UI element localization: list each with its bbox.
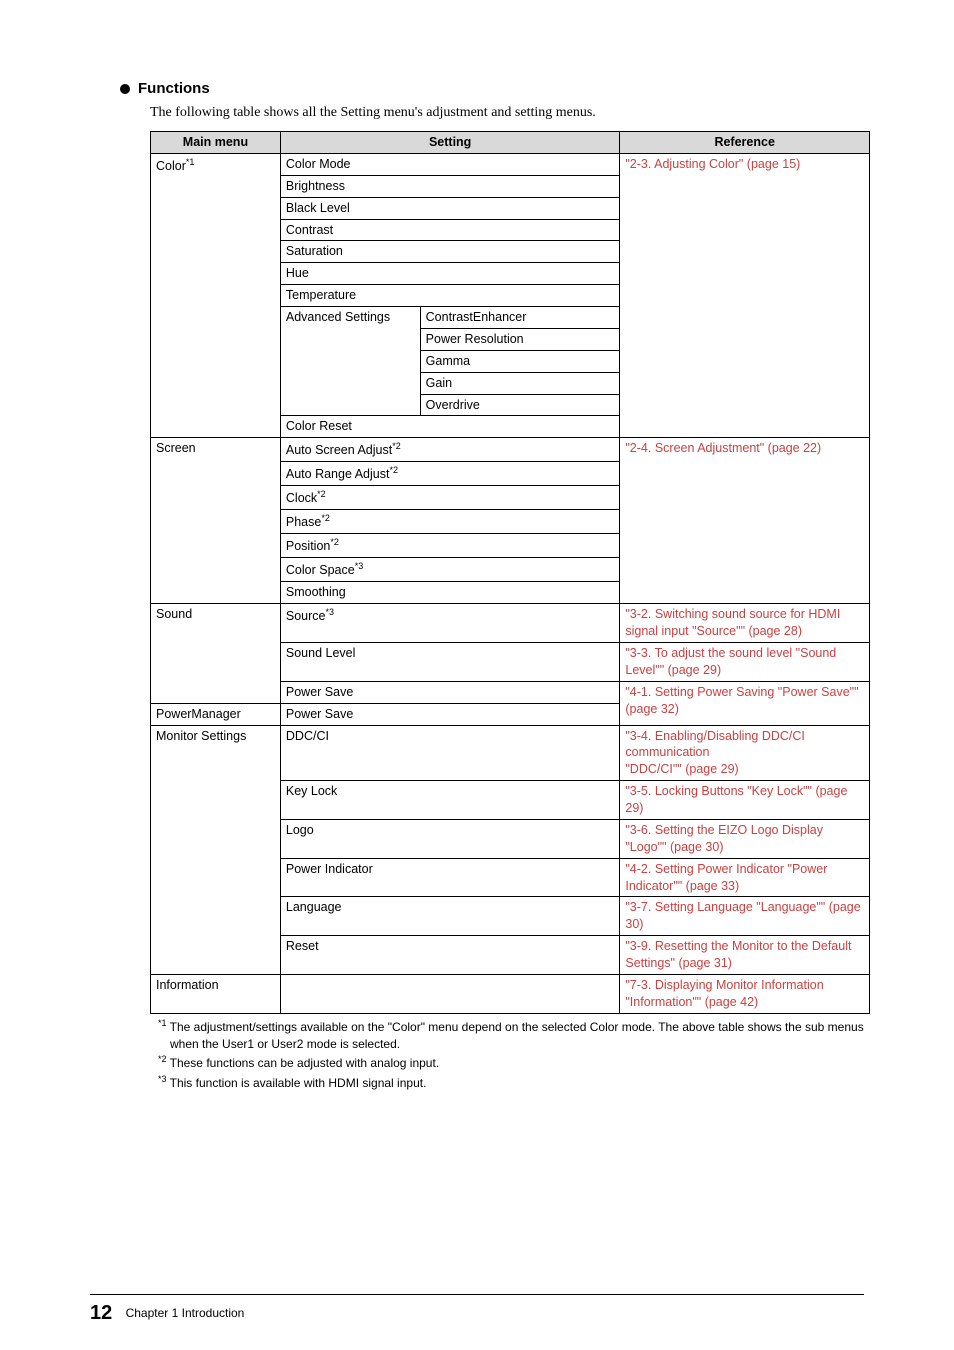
table-header-row: Main menu Setting Reference bbox=[151, 132, 870, 154]
footnote-1: *1 The adjustment/settings available on … bbox=[150, 1017, 864, 1054]
cell-setting: Position*2 bbox=[280, 534, 619, 558]
cell-setting: Power Indicator bbox=[280, 858, 619, 897]
reference-link[interactable]: "3-9. Resetting the Monitor to the Defau… bbox=[625, 939, 851, 970]
cell-setting: Power Save bbox=[280, 703, 619, 725]
footnotes: *1 The adjustment/settings available on … bbox=[150, 1017, 864, 1093]
document-page: Functions The following table shows all … bbox=[0, 0, 954, 1350]
cell-setting: Hue bbox=[280, 263, 619, 285]
table-row: ScreenAuto Screen Adjust*2"2-4. Screen A… bbox=[151, 438, 870, 462]
table-row: Information "7-3. Displaying Monitor Info… bbox=[151, 974, 870, 1013]
cell-setting: DDC/CI bbox=[280, 725, 619, 781]
chapter-label: Chapter 1 Introduction bbox=[126, 1306, 245, 1320]
cell-setting: Black Level bbox=[280, 197, 619, 219]
cell-setting: Power Save bbox=[280, 681, 619, 703]
reference-link[interactable]: "4-1. Setting Power Saving "Power Save""… bbox=[625, 685, 858, 716]
reference-link[interactable]: "2-3. Adjusting Color" (page 15) bbox=[625, 157, 800, 171]
intro-paragraph: The following table shows all the Settin… bbox=[150, 105, 864, 121]
cell-setting: Temperature bbox=[280, 285, 619, 307]
th-main: Main menu bbox=[151, 132, 281, 154]
footnote-3: *3 This function is available with HDMI … bbox=[150, 1073, 864, 1092]
reference-link[interactable]: "2-4. Screen Adjustment" (page 22) bbox=[625, 441, 821, 455]
cell-ref: "4-2. Setting Power Indicator "Power Ind… bbox=[620, 858, 870, 897]
reference-link[interactable]: "3-3. To adjust the sound level "Sound L… bbox=[625, 646, 836, 677]
cell-adv-item: Overdrive bbox=[420, 394, 620, 416]
cell-setting: Clock*2 bbox=[280, 486, 619, 510]
reference-link[interactable]: "3-6. Setting the EIZO Logo Display "Log… bbox=[625, 823, 823, 854]
reference-link[interactable]: "4-2. Setting Power Indicator "Power Ind… bbox=[625, 862, 827, 893]
cell-ref: "3-6. Setting the EIZO Logo Display "Log… bbox=[620, 819, 870, 858]
cell-adv-item: Gain bbox=[420, 372, 620, 394]
cell-setting: Contrast bbox=[280, 219, 619, 241]
cell-setting: Auto Range Adjust*2 bbox=[280, 462, 619, 486]
cell-setting: Sound Level bbox=[280, 643, 619, 682]
reference-link[interactable]: "3-2. Switching sound source for HDMI si… bbox=[625, 607, 840, 638]
cell-ref: "3-3. To adjust the sound level "Sound L… bbox=[620, 643, 870, 682]
table-row: Color*1Color Mode"2-3. Adjusting Color" … bbox=[151, 153, 870, 175]
cell-setting: Language bbox=[280, 897, 619, 936]
cell-adv-item: ContrastEnhancer bbox=[420, 307, 620, 329]
cell-ref: "2-4. Screen Adjustment" (page 22) bbox=[620, 438, 870, 604]
cell-setting: Color Space*3 bbox=[280, 558, 619, 582]
cell-main-screen: Screen bbox=[151, 438, 281, 604]
cell-ref: "2-3. Adjusting Color" (page 15) bbox=[620, 153, 870, 437]
cell-adv-item: Power Resolution bbox=[420, 328, 620, 350]
cell-ref: "3-5. Locking Buttons "Key Lock"" (page … bbox=[620, 781, 870, 820]
cell-adv-label: Advanced Settings bbox=[280, 307, 420, 416]
cell-adv-item: Gamma bbox=[420, 350, 620, 372]
section-heading: Functions bbox=[120, 80, 864, 97]
page-number: 12 bbox=[90, 1302, 112, 1324]
heading-text: Functions bbox=[138, 80, 210, 97]
footnote-2: *2 These functions can be adjusted with … bbox=[150, 1053, 864, 1072]
cell-setting: Color Reset bbox=[280, 416, 619, 438]
reference-link[interactable]: "7-3. Displaying Monitor Information "In… bbox=[625, 978, 823, 1009]
reference-link[interactable]: "3-7. Setting Language "Language"" (page… bbox=[625, 900, 860, 931]
cell-setting: Color Mode bbox=[280, 153, 619, 175]
cell-setting: Phase*2 bbox=[280, 510, 619, 534]
cell-ref: "3-4. Enabling/Disabling DDC/CI communic… bbox=[620, 725, 870, 781]
cell-ref: "3-9. Resetting the Monitor to the Defau… bbox=[620, 936, 870, 975]
cell-ref: "3-2. Switching sound source for HDMI si… bbox=[620, 604, 870, 643]
cell-ref: "7-3. Displaying Monitor Information "In… bbox=[620, 974, 870, 1013]
cell-ref: "3-7. Setting Language "Language"" (page… bbox=[620, 897, 870, 936]
cell-setting: Auto Screen Adjust*2 bbox=[280, 438, 619, 462]
cell-setting: Source*3 bbox=[280, 604, 619, 643]
reference-link[interactable]: "3-4. Enabling/Disabling DDC/CI communic… bbox=[625, 729, 805, 777]
bullet-icon bbox=[120, 84, 130, 94]
cell-main-monitor: Monitor Settings bbox=[151, 725, 281, 974]
page-footer: 12 Chapter 1 Introduction bbox=[90, 1302, 244, 1325]
cell-setting: Logo bbox=[280, 819, 619, 858]
cell-setting: Reset bbox=[280, 936, 619, 975]
cell-setting bbox=[280, 974, 619, 1013]
cell-setting: Brightness bbox=[280, 175, 619, 197]
footer-rule bbox=[90, 1294, 864, 1295]
cell-main-color: Color*1 bbox=[151, 153, 281, 437]
cell-setting: Smoothing bbox=[280, 582, 619, 604]
cell-ref: "4-1. Setting Power Saving "Power Save""… bbox=[620, 681, 870, 725]
cell-main-sound: Sound bbox=[151, 604, 281, 703]
reference-link[interactable]: "3-5. Locking Buttons "Key Lock"" (page … bbox=[625, 784, 847, 815]
table-row: SoundSource*3"3-2. Switching sound sourc… bbox=[151, 604, 870, 643]
th-setting: Setting bbox=[280, 132, 619, 154]
cell-main-information: Information bbox=[151, 974, 281, 1013]
cell-main-powermanager: PowerManager bbox=[151, 703, 281, 725]
cell-setting: Saturation bbox=[280, 241, 619, 263]
table-body: Color*1Color Mode "2-3. Adjusting Color" … bbox=[151, 153, 870, 1013]
cell-setting: Key Lock bbox=[280, 781, 619, 820]
th-reference: Reference bbox=[620, 132, 870, 154]
settings-table: Main menu Setting Reference Color*1Color… bbox=[150, 131, 870, 1014]
table-row: Monitor SettingsDDC/CI"3-4. Enabling/Dis… bbox=[151, 725, 870, 781]
